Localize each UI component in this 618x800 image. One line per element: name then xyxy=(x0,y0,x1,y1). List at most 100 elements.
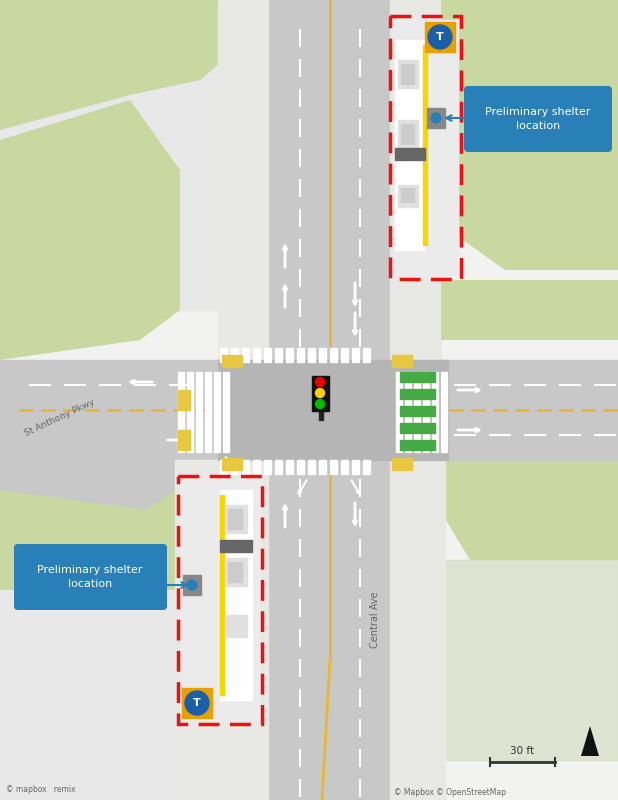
Bar xyxy=(228,509,242,529)
Bar xyxy=(440,560,618,760)
Bar xyxy=(0,360,618,460)
Bar xyxy=(178,430,190,450)
Bar xyxy=(220,460,227,474)
Bar xyxy=(401,188,414,202)
Bar xyxy=(401,124,414,144)
Bar xyxy=(400,440,435,450)
Bar xyxy=(393,20,458,275)
Bar xyxy=(363,348,370,362)
Bar xyxy=(178,390,190,410)
Polygon shape xyxy=(0,100,180,360)
Bar xyxy=(330,348,337,362)
Bar xyxy=(218,0,268,360)
Bar xyxy=(440,560,618,760)
Bar xyxy=(308,460,315,474)
Bar xyxy=(205,372,211,452)
Bar xyxy=(390,0,440,360)
Bar xyxy=(319,390,323,420)
Bar xyxy=(175,460,268,800)
Bar xyxy=(297,460,304,474)
Bar xyxy=(264,460,271,474)
Bar xyxy=(423,372,429,452)
Bar xyxy=(341,460,348,474)
Bar xyxy=(0,590,175,800)
Bar xyxy=(220,495,224,695)
Bar xyxy=(178,372,184,452)
Bar xyxy=(220,348,227,362)
Bar xyxy=(432,372,438,452)
Bar xyxy=(400,372,435,382)
Bar xyxy=(222,355,242,367)
Bar xyxy=(0,0,265,310)
Bar xyxy=(400,423,435,433)
Bar xyxy=(392,355,412,367)
Polygon shape xyxy=(395,0,618,270)
Text: T: T xyxy=(193,698,201,708)
Bar xyxy=(352,460,359,474)
Bar xyxy=(441,372,447,452)
Bar xyxy=(425,22,455,52)
Bar xyxy=(264,348,271,362)
Text: T: T xyxy=(436,32,444,42)
Bar xyxy=(231,348,238,362)
Text: Central Ave: Central Ave xyxy=(370,592,380,648)
Circle shape xyxy=(316,378,324,386)
Bar xyxy=(352,348,359,362)
Bar xyxy=(392,458,412,470)
Bar xyxy=(396,372,402,452)
Bar xyxy=(330,460,337,474)
Bar xyxy=(400,389,435,399)
Bar xyxy=(297,348,304,362)
Bar xyxy=(242,460,249,474)
Polygon shape xyxy=(0,360,175,490)
Bar xyxy=(308,348,315,362)
Circle shape xyxy=(185,691,209,715)
Bar xyxy=(214,372,220,452)
FancyBboxPatch shape xyxy=(14,544,167,610)
Bar xyxy=(223,372,229,452)
Bar xyxy=(196,372,202,452)
Bar xyxy=(401,64,414,84)
Text: © mapbox   remix: © mapbox remix xyxy=(6,785,75,794)
Bar xyxy=(395,148,425,160)
Bar xyxy=(222,458,242,470)
Bar xyxy=(220,540,252,552)
Bar xyxy=(363,460,370,474)
Bar xyxy=(414,372,420,452)
Bar xyxy=(286,348,293,362)
Text: © Mapbox © OpenStreetMap: © Mapbox © OpenStreetMap xyxy=(394,788,506,797)
Circle shape xyxy=(316,399,324,409)
Text: Preliminary shelter
location: Preliminary shelter location xyxy=(485,107,591,131)
Bar xyxy=(405,372,411,452)
Bar xyxy=(398,60,418,88)
Bar xyxy=(180,480,260,720)
Polygon shape xyxy=(145,360,265,510)
Bar xyxy=(390,460,445,800)
Bar xyxy=(225,558,247,586)
Bar xyxy=(225,615,247,637)
Bar xyxy=(275,460,282,474)
Text: 30 ft: 30 ft xyxy=(510,746,534,756)
Bar xyxy=(398,185,418,207)
Bar xyxy=(253,460,260,474)
Bar xyxy=(183,575,201,595)
Bar xyxy=(253,348,260,362)
Bar xyxy=(182,688,212,718)
Polygon shape xyxy=(440,450,618,560)
Bar xyxy=(341,348,348,362)
Bar xyxy=(319,460,326,474)
Bar xyxy=(312,376,329,411)
Polygon shape xyxy=(581,726,599,756)
Bar xyxy=(400,406,435,416)
FancyBboxPatch shape xyxy=(464,86,612,152)
Bar xyxy=(319,348,326,362)
Polygon shape xyxy=(0,360,175,510)
Bar xyxy=(286,460,293,474)
Bar xyxy=(218,360,448,460)
Bar xyxy=(225,505,247,533)
Bar xyxy=(427,108,445,128)
Bar xyxy=(398,120,418,148)
Bar xyxy=(275,348,282,362)
Polygon shape xyxy=(440,280,618,340)
Circle shape xyxy=(187,580,197,590)
